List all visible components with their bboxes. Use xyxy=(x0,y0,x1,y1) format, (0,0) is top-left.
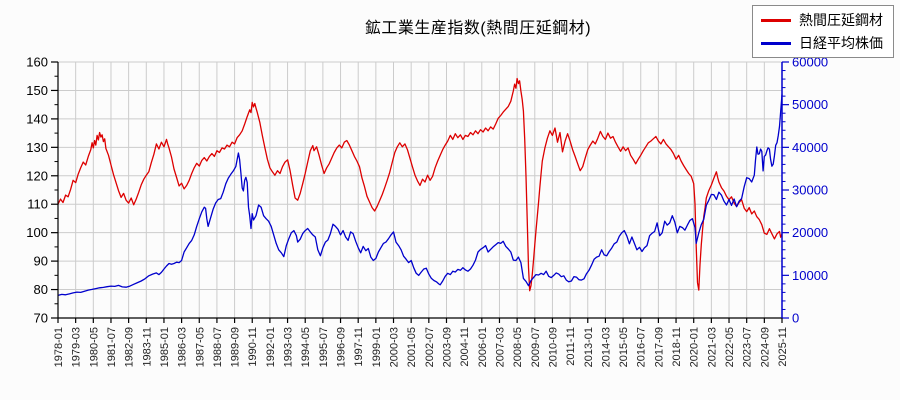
x-axis-tick-label: 1989-09 xyxy=(230,327,242,367)
legend-item-hot-rolled-steel: 熱間圧延鋼材 xyxy=(761,10,883,30)
x-axis-tick-label: 2013-01 xyxy=(583,327,595,367)
x-axis-tick-label: 1986-03 xyxy=(177,327,189,367)
x-axis-tick-label: 1994-05 xyxy=(300,327,312,367)
x-axis-tick-label: 1995-07 xyxy=(318,327,330,367)
series-blue-line xyxy=(57,94,783,297)
x-axis-tick-label: 2007-03 xyxy=(494,327,506,367)
series-red-line xyxy=(57,77,783,292)
y-axis-right-tick-label: 60000 xyxy=(792,55,828,70)
y-axis-left-tick-label: 150 xyxy=(26,83,48,98)
x-axis-tick-label: 1980-05 xyxy=(88,327,100,367)
x-axis-tick-label: 2020-01 xyxy=(689,327,701,367)
x-axis-tick-label: 1978-01 xyxy=(53,327,65,367)
x-axis-tick-label: 2025-11 xyxy=(777,327,789,367)
x-axis-tick-label: 2018-11 xyxy=(671,327,683,367)
x-axis-tick-label: 2002-07 xyxy=(424,327,436,367)
x-axis-tick-label: 1979-03 xyxy=(71,327,83,367)
y-axis-left-tick-label: 70 xyxy=(34,311,48,326)
x-axis-tick-label: 1992-01 xyxy=(265,327,277,367)
x-axis-tick-label: 2000-03 xyxy=(389,327,401,367)
x-axis-tick-label: 1985-01 xyxy=(159,327,171,367)
legend-line-red xyxy=(761,18,791,22)
x-axis-tick-label: 2009-07 xyxy=(530,327,542,367)
x-axis-tick-label: 1988-07 xyxy=(212,327,224,367)
y-axis-left-tick-label: 120 xyxy=(26,168,48,183)
y-axis-right-tick-label: 10000 xyxy=(792,268,828,283)
x-axis-tick-label: 2006-01 xyxy=(477,327,489,367)
x-axis-tick-label: 2008-05 xyxy=(512,327,524,367)
y-axis-left-tick-label: 110 xyxy=(27,197,48,212)
y-axis-left-tick-label: 160 xyxy=(26,55,48,70)
x-axis-tick-label: 2011-11 xyxy=(565,327,577,366)
x-axis-tick-label: 2003-09 xyxy=(441,327,453,367)
x-axis-tick-label: 2023-07 xyxy=(742,327,754,367)
x-axis-tick-label: 2014-03 xyxy=(600,327,612,367)
x-axis-tick-label: 1993-03 xyxy=(283,327,295,367)
x-axis-tick-label: 2021-03 xyxy=(706,327,718,367)
x-axis-tick-label: 2004-11 xyxy=(459,327,471,367)
legend-line-blue xyxy=(761,41,791,45)
x-axis-tick-label: 2022-05 xyxy=(724,327,736,367)
legend: 熱間圧延鋼材 日経平均株価 xyxy=(752,5,894,58)
y-axis-left-tick-label: 80 xyxy=(34,282,48,297)
x-axis-tick-label: 2001-05 xyxy=(406,327,418,367)
x-axis-tick-label: 2017-09 xyxy=(653,327,665,367)
y-axis-left-tick-label: 140 xyxy=(26,111,48,126)
x-axis-tick-label: 1990-11 xyxy=(247,327,259,367)
chart-title-text: 鉱工業生産指数(熱間圧延鋼材) xyxy=(364,20,592,37)
y-axis-right-tick-label: 50000 xyxy=(792,97,828,112)
y-axis-left-tick-label: 100 xyxy=(26,225,48,240)
legend-label: 熱間圧延鋼材 xyxy=(799,12,883,28)
x-axis-tick-label: 2024-09 xyxy=(759,327,771,367)
y-axis-right-tick-label: 20000 xyxy=(792,225,828,240)
x-axis-tick-label: 1996-09 xyxy=(336,327,348,367)
y-axis-right-tick-label: 30000 xyxy=(792,183,828,198)
x-axis-tick-label: 1999-01 xyxy=(371,327,383,367)
x-axis-tick-label: 2016-07 xyxy=(636,327,648,367)
legend-item-nikkei: 日経平均株価 xyxy=(761,33,883,53)
x-axis-tick-label: 1987-05 xyxy=(194,327,206,367)
x-axis-tick-label: 1982-09 xyxy=(124,327,136,367)
x-axis-tick-label: 1997-11 xyxy=(353,327,365,367)
y-axis-left-tick-label: 90 xyxy=(34,254,48,269)
x-axis-tick-label: 2010-09 xyxy=(547,327,559,367)
x-axis-tick-label: 1983-11 xyxy=(141,327,153,367)
x-axis-tick-label: 2015-05 xyxy=(618,327,630,367)
y-axis-right-tick-label: 0 xyxy=(792,311,799,326)
legend-label: 日経平均株価 xyxy=(799,35,883,51)
y-axis-right-tick-label: 40000 xyxy=(792,140,828,155)
y-axis-left-tick-label: 130 xyxy=(26,140,48,155)
chart-title: 鉱工業生産指数(熱間圧延鋼材) xyxy=(0,14,900,38)
x-axis-tick-label: 1981-07 xyxy=(106,327,118,367)
